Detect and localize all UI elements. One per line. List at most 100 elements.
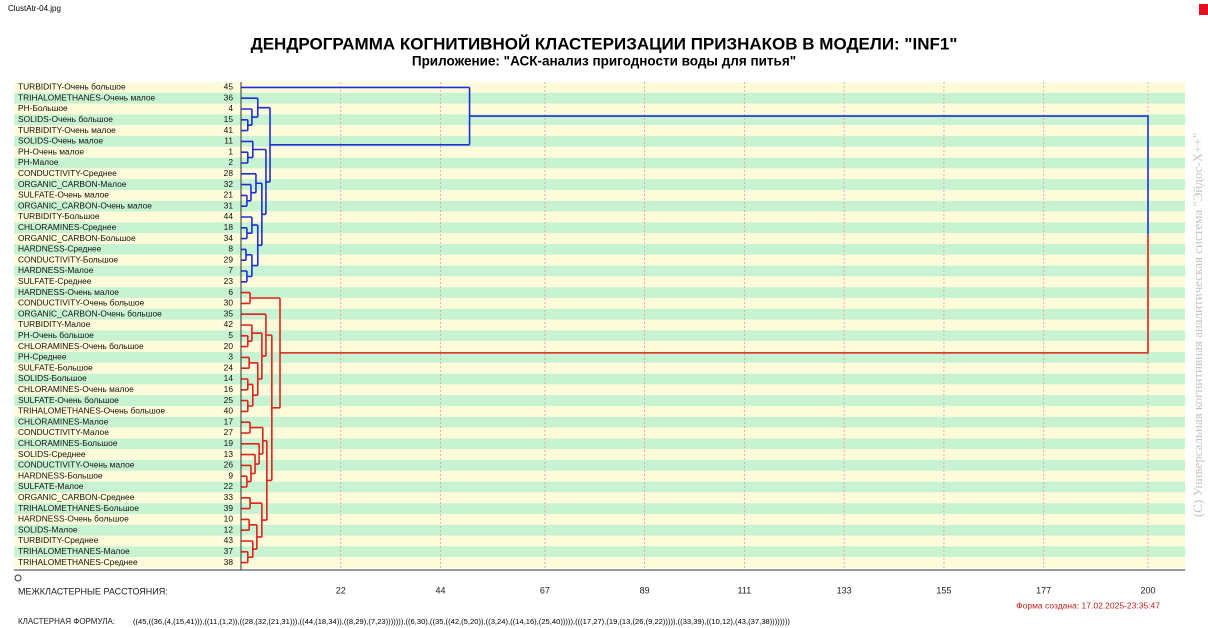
- x-tick-label: 67: [540, 585, 550, 595]
- leaf-number: 27: [224, 427, 234, 437]
- row-band: [14, 244, 1185, 255]
- merge-link: [241, 173, 257, 194]
- leaf-number: 8: [228, 244, 233, 254]
- leaf-number: 7: [228, 265, 233, 275]
- row-band: [14, 92, 1185, 104]
- root-link: [280, 234, 1149, 354]
- leaf-label: PH-Большое: [18, 103, 68, 113]
- row-band: [14, 373, 1185, 385]
- leaf-label: CHLORAMINES-Очень большое: [18, 341, 144, 351]
- leaf-number: 37: [224, 546, 234, 556]
- leaf-number: 28: [224, 168, 234, 178]
- row-band: [14, 330, 1185, 342]
- row-band: [14, 395, 1185, 406]
- row-band: [14, 136, 1185, 147]
- chart-title: ДЕНДРОГРАММА КОГНИТИВНОЙ КЛАСТЕРИЗАЦИИ П…: [251, 34, 958, 53]
- merge-link: [241, 475, 248, 488]
- row-band: [14, 535, 1185, 547]
- row-band: [14, 211, 1185, 223]
- leaf-number: 6: [228, 287, 233, 297]
- formula-label: КЛАСТЕРНАЯ ФОРМУЛА:: [18, 617, 115, 626]
- row-band: [14, 503, 1185, 514]
- row-band: [14, 514, 1185, 525]
- leaf-number: 25: [224, 395, 234, 405]
- leaf-label: PH-Очень большое: [18, 330, 94, 340]
- close-button[interactable]: [1199, 4, 1208, 15]
- leaf-number: 33: [224, 492, 234, 502]
- leaf-label: CHLORAMINES-Среднее: [18, 222, 117, 232]
- leaf-number: 43: [224, 535, 234, 545]
- leaf-number: 29: [224, 254, 234, 264]
- row-band: [14, 222, 1185, 234]
- leaf-number: 1: [228, 146, 233, 156]
- row-band: [14, 308, 1185, 320]
- leaf-number: 12: [224, 524, 234, 534]
- row-band: [14, 103, 1185, 115]
- leaf-number: 23: [224, 276, 234, 286]
- row-band: [14, 546, 1185, 558]
- leaf-label: SULFATE-Среднее: [18, 276, 92, 286]
- leaf-number: 32: [224, 179, 234, 189]
- leaf-number: 9: [228, 470, 233, 480]
- leaf-label: HARDNESS-Среднее: [18, 244, 102, 254]
- leaf-label: CHLORAMINES-Большое: [18, 438, 118, 448]
- leaf-label: SOLIDS-Среднее: [18, 449, 86, 459]
- row-band: [14, 233, 1185, 244]
- copyright: (С) Универсальная когнитивная аналитичес…: [1190, 133, 1205, 517]
- leaf-label: SULFATE-Очень малое: [18, 190, 109, 200]
- leaf-label: CONDUCTIVITY-Очень малое: [18, 460, 135, 470]
- x-tick-label: 44: [436, 585, 446, 595]
- leaf-number: 20: [224, 341, 234, 351]
- row-band: [14, 406, 1185, 417]
- leaf-label: ORGANIC_CARBON-Очень большое: [18, 308, 162, 318]
- row-band: [14, 168, 1185, 180]
- leaf-label: PH-Малое: [18, 157, 59, 167]
- leaf-label: SOLIDS-Малое: [18, 524, 78, 534]
- row-band: [14, 384, 1185, 396]
- leaf-number: 19: [224, 438, 234, 448]
- leaf-number: 41: [224, 125, 234, 135]
- leaf-number: 40: [224, 406, 234, 416]
- row-band: [14, 438, 1185, 450]
- created-note: Форма создана: 17.02.2025-23:35:47: [1016, 600, 1160, 610]
- leaf-label: SOLIDS-Большое: [18, 373, 87, 383]
- leaf-label: TURBIDITY-Очень большое: [18, 82, 126, 92]
- row-band: [14, 146, 1185, 158]
- formula: ((45,((36,(4,(15,41))),((11,(1,2)),((28,…: [133, 617, 790, 626]
- leaf-number: 35: [224, 308, 234, 318]
- leaf-number: 26: [224, 460, 234, 470]
- row-band: [14, 190, 1185, 201]
- leaf-number: 2: [228, 157, 233, 167]
- x-tick-label: 22: [336, 585, 346, 595]
- row-band: [14, 427, 1185, 439]
- filename: ClustAtr-04.jpg: [8, 4, 61, 13]
- row-band: [14, 276, 1185, 288]
- x-tick-label: 89: [640, 585, 650, 595]
- leaf-label: TRIHALOMETHANES-Очень большое: [18, 406, 165, 416]
- row-band: [14, 287, 1185, 298]
- leaf-label: CONDUCTIVITY-Очень большое: [18, 298, 145, 308]
- leaf-label: PH-Очень малое: [18, 146, 84, 156]
- leaf-number: 36: [224, 92, 234, 102]
- leaf-number: 3: [228, 352, 233, 362]
- x-tick-label: 200: [1140, 585, 1155, 595]
- leaf-label: TURBIDITY-Очень малое: [18, 125, 116, 135]
- leaf-number: 11: [224, 136, 233, 146]
- leaf-label: ORGANIC_CARBON-Среднее: [18, 492, 135, 502]
- merge-link: [241, 194, 248, 207]
- row-band: [14, 125, 1185, 136]
- chart-subtitle: Приложение: "АСК-анализ пригодности воды…: [412, 54, 796, 69]
- row-band: [14, 470, 1185, 482]
- row-band: [14, 341, 1185, 352]
- leaf-label: CONDUCTIVITY-Среднее: [18, 168, 117, 178]
- row-band: [14, 157, 1185, 169]
- x-tick-label: 133: [837, 585, 852, 595]
- leaf-label: CHLORAMINES-Очень малое: [18, 384, 134, 394]
- leaf-label: TRIHALOMETHANES-Малое: [18, 546, 130, 556]
- leaf-label: HARDNESS-Очень большое: [18, 514, 129, 524]
- leaf-number: 16: [224, 384, 234, 394]
- merge-link: [241, 227, 248, 240]
- row-band: [14, 200, 1185, 212]
- leaf-label: ORGANIC_CARBON-Малое: [18, 179, 127, 189]
